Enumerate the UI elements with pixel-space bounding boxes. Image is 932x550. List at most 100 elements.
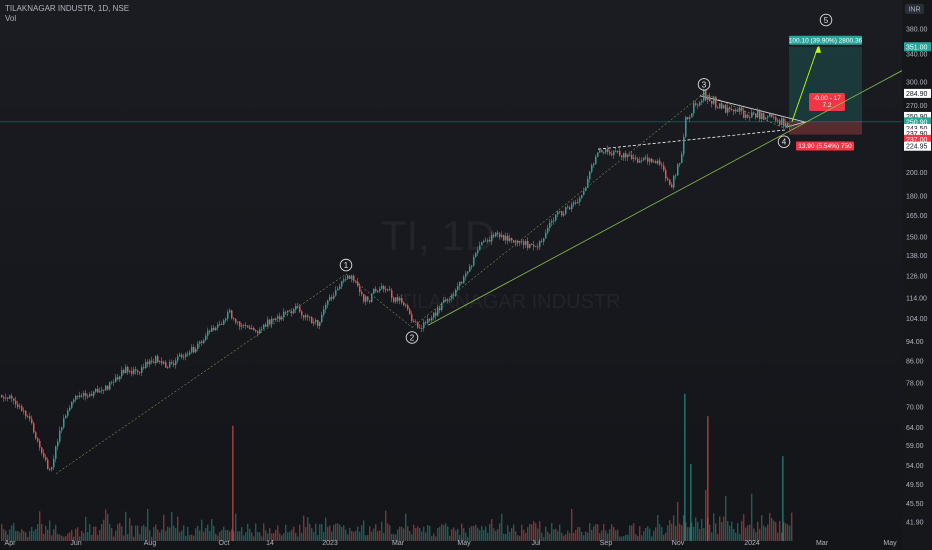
candle: [345, 275, 347, 282]
volume-bar: [731, 521, 733, 541]
chart-symbol-title[interactable]: TILAKNAGAR INDUSTR, 1D, NSE: [5, 4, 130, 13]
volume-bar: [309, 523, 311, 541]
volume-bar: [583, 535, 585, 541]
volume-indicator-label[interactable]: Vol: [5, 14, 17, 23]
volume-bar: [257, 532, 259, 541]
candle: [735, 107, 737, 114]
candle: [349, 275, 351, 279]
candle: [767, 114, 769, 121]
candle: [71, 401, 73, 409]
volume-bar: [219, 531, 221, 541]
price-tag: 237.00: [904, 134, 931, 144]
price-axis[interactable]: 41.90 45.50 49.50 54.00 59.00 64.00 70.00 78.00…: [902, 0, 932, 550]
candle: [165, 360, 167, 368]
candle: [123, 368, 125, 375]
candle: [491, 231, 493, 246]
candle: [163, 360, 165, 365]
candle: [83, 390, 85, 400]
price-tick-label: 138.00: [906, 253, 928, 260]
time-tick-label: 2023: [322, 540, 338, 547]
volume-bar: [657, 515, 659, 541]
volume-bar: [489, 524, 491, 541]
volume-bar: [687, 527, 689, 541]
candle: [595, 154, 597, 166]
candle: [671, 182, 673, 188]
price-tick-label: 64.00: [906, 425, 924, 432]
volume-bar: [435, 536, 437, 541]
volume-bar: [151, 536, 153, 541]
elliott-wave-labels[interactable]: 1 2 3 4 5: [339, 13, 833, 344]
candle: [161, 357, 163, 366]
volume-bar: [421, 531, 423, 541]
time-axis[interactable]: Apr Jun Aug Oct 14 2023 Mar May Jul Sep Nov 2024 Mar…: [5, 540, 898, 547]
candle: [11, 393, 13, 403]
candle: [761, 110, 763, 123]
candle: [719, 103, 721, 109]
volume-bar: [279, 533, 281, 541]
volume-bar: [545, 526, 547, 541]
volume-bar: [327, 526, 329, 541]
volume-bar: [59, 534, 61, 541]
candle: [289, 309, 291, 312]
svg-text:2: 2: [410, 333, 415, 342]
candle: [705, 89, 707, 102]
candle: [253, 326, 255, 331]
candle: [197, 340, 199, 352]
volume-bar: [643, 531, 645, 541]
candle: [635, 154, 637, 161]
candle: [287, 310, 289, 317]
candle: [35, 430, 37, 440]
candle: [27, 414, 29, 419]
candle: [221, 321, 223, 326]
candle: [291, 308, 293, 317]
candle: [317, 319, 319, 329]
volume-bar: [115, 530, 117, 541]
volume-bar: [725, 495, 727, 541]
volume-bar: [453, 527, 455, 541]
candle: [717, 105, 719, 109]
candle: [707, 95, 709, 104]
candle: [181, 352, 183, 360]
volume-bar: [749, 524, 751, 541]
candle: [119, 375, 121, 382]
volume-bar: [49, 520, 51, 541]
volume-bar: [611, 524, 613, 541]
volume-bar: [207, 524, 209, 541]
long-position-tool[interactable]: 100.10 (39.90%) 2800.36 13.90 (5.54%) 750…: [0, 35, 902, 151]
volume-bar: [675, 525, 677, 541]
volume-bar: [373, 528, 375, 541]
candle: [73, 398, 75, 405]
candle: [365, 294, 367, 306]
candle: [245, 322, 247, 330]
price-tick-label: 59.00: [906, 443, 924, 450]
volume-bar: [551, 523, 553, 541]
candle: [483, 239, 485, 244]
neckline-dashed: [597, 129, 787, 150]
time-tick-label: Sep: [600, 540, 613, 547]
candle: [391, 287, 393, 303]
candle: [251, 324, 253, 331]
volume-bar: [229, 531, 231, 541]
candle: [39, 438, 41, 451]
volume-bar: [729, 525, 731, 541]
volume-bar: [335, 523, 337, 541]
volume-bar: [713, 513, 715, 541]
candle: [603, 151, 605, 155]
svg-text:250.90: 250.90: [906, 119, 928, 126]
volume-bar: [775, 521, 777, 541]
volume-bar: [697, 521, 699, 541]
price-tick-label: 300.00: [906, 79, 928, 86]
svg-text:-0.00 - 17: -0.00 - 17: [813, 95, 841, 102]
volume-bar: [155, 524, 157, 541]
candle: [383, 284, 385, 293]
candle: [539, 240, 541, 251]
volume-bar: [684, 393, 686, 541]
watermark-ticker: TI, 1D: [381, 212, 495, 259]
candle: [69, 405, 71, 412]
candle: [541, 238, 543, 243]
candle: [555, 214, 557, 223]
wave-path-line: [703, 93, 785, 129]
volume-bar: [667, 525, 669, 541]
wave-path-line: [55, 273, 347, 474]
